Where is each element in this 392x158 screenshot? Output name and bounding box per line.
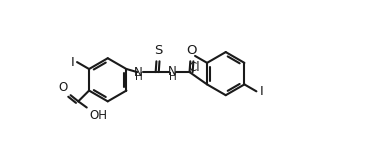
Text: I: I <box>260 85 263 98</box>
Text: H: H <box>169 72 176 82</box>
Text: N: N <box>134 66 143 79</box>
Text: Cl: Cl <box>189 61 200 74</box>
Text: O: O <box>58 81 67 94</box>
Text: I: I <box>71 56 75 69</box>
Text: H: H <box>135 73 143 82</box>
Text: OH: OH <box>89 109 107 122</box>
Text: O: O <box>187 44 197 58</box>
Text: S: S <box>154 44 162 58</box>
Text: N: N <box>168 65 177 78</box>
